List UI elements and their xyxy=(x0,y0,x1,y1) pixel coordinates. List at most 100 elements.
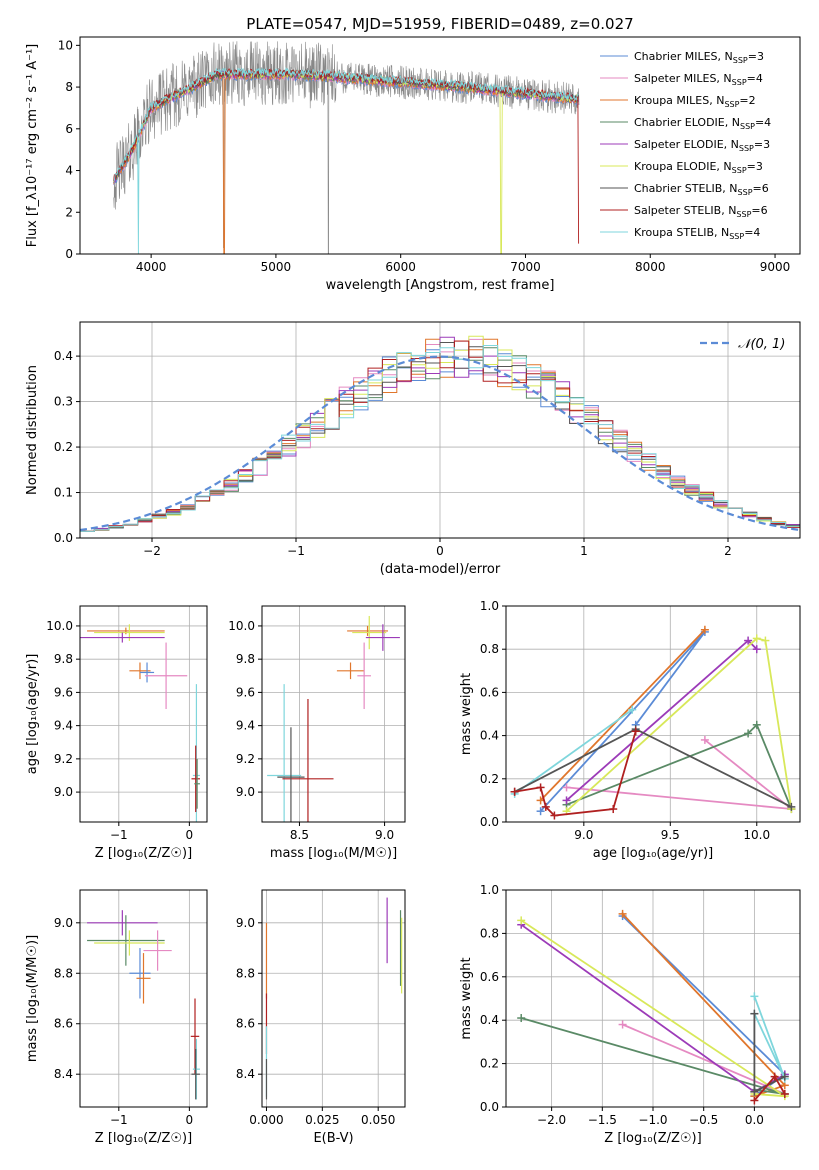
panel-2: −1 0 9.0 9.2 9.4 9.6 9.8 10.0 Z [log₁₀(Z/Z☉)] age… xyxy=(25,605,208,861)
model-spectrum-8 xyxy=(113,66,579,254)
weight-marker xyxy=(536,807,545,816)
y-tick-label: 2 xyxy=(65,205,73,219)
weight-marker xyxy=(536,783,545,792)
x-tick-label: 9000 xyxy=(760,260,791,274)
y-tick-label: 0.0 xyxy=(480,815,499,829)
y-tick-label: 0.1 xyxy=(54,486,73,500)
legend: 𝒩(0, 1) xyxy=(700,337,785,352)
error-bar-1 xyxy=(352,615,387,650)
weight-line-6 xyxy=(514,708,633,795)
legend: Chabrier MILES, NSSP=3 Salpeter MILES, NS… xyxy=(600,50,771,241)
y-tick-label: 0.2 xyxy=(480,772,499,786)
y-tick-label: 0.4 xyxy=(54,349,73,363)
weight-marker xyxy=(517,1014,526,1023)
y-tick-label: 8.6 xyxy=(236,1017,255,1031)
error-bar-2 xyxy=(80,632,165,643)
x-tick-label: 0 xyxy=(186,828,194,842)
y-tick-label: 8.6 xyxy=(54,1017,73,1031)
y-tick-label: 8.4 xyxy=(236,1067,255,1081)
weight-marker xyxy=(750,1096,759,1105)
axes-frame xyxy=(79,321,801,539)
error-bar-4 xyxy=(139,662,155,683)
y-tick-label: 10 xyxy=(58,38,73,52)
weight-marker xyxy=(510,787,519,796)
error-bar-5 xyxy=(136,953,151,1004)
y-tick-label: 0.3 xyxy=(54,395,73,409)
y-tick-label: 8.4 xyxy=(54,1067,73,1081)
x-axis-label: Z [log₁₀(Z/Z☉)] xyxy=(95,1131,192,1146)
weight-marker xyxy=(700,625,709,634)
y-axis-label: mass [log₁₀(M/M☉)] xyxy=(25,935,40,1062)
x-tick-label: 0.000 xyxy=(249,1113,283,1127)
x-tick-label: 8000 xyxy=(635,260,666,274)
legend-entry-7: Salpeter STELIB, NSSP=6 xyxy=(634,204,768,219)
weight-marker xyxy=(761,636,770,645)
x-axis-label: wavelength [Angstrom, rest frame] xyxy=(326,278,555,293)
error-bar-5 xyxy=(267,684,302,822)
panel-3: 8.5 9.0 9.0 9.2 9.4 9.6 9.8 10.0 mass [log₁₀(M/M… xyxy=(228,605,406,861)
axes-frame xyxy=(79,889,208,1108)
y-axis-label: Normed distribution xyxy=(25,365,40,495)
y-tick-label: 0.4 xyxy=(480,1013,499,1027)
panel-1: −2 −1 0 1 2 0.0 0.1 0.2 0.3 0.4 (data-model)/error… xyxy=(25,321,801,577)
panel-7: −2.0 −1.5 −1.0 −0.5 0.0 0.0 0.2 0.4 0.6 0.8 1.0 Z [… xyxy=(459,883,801,1146)
y-tick-label: 0.0 xyxy=(480,1100,499,1114)
y-axis-label: mass weight xyxy=(459,673,474,755)
y-tick-label: 0.4 xyxy=(480,729,499,743)
weight-marker xyxy=(750,992,759,1001)
weight-line-3 xyxy=(566,723,793,810)
error-bar-7 xyxy=(191,745,200,813)
y-tick-label: 10.0 xyxy=(46,619,73,633)
y-tick-label: 0.0 xyxy=(54,531,73,545)
y-tick-label: 9.0 xyxy=(54,916,73,930)
y-tick-label: 9.0 xyxy=(236,916,255,930)
x-tick-label: 2 xyxy=(724,544,732,558)
weight-marker xyxy=(752,645,761,654)
weight-marker xyxy=(744,636,753,645)
plot-area-7 xyxy=(506,890,800,1107)
weight-marker xyxy=(541,802,550,811)
x-tick-label: 0.050 xyxy=(361,1113,395,1127)
plot-area-5 xyxy=(80,890,207,1107)
x-tick-label: 9.5 xyxy=(661,828,680,842)
x-tick-label: 8.5 xyxy=(290,828,309,842)
plot-area-0 xyxy=(113,41,580,254)
y-tick-label: 9.8 xyxy=(54,652,73,666)
panel-4: 9.0 9.5 10.0 0.0 0.2 0.4 0.6 0.8 1.0 age [log₁₀(a… xyxy=(459,599,801,861)
y-tick-label: 9.2 xyxy=(236,752,255,766)
x-tick-label: −0.5 xyxy=(689,1113,718,1127)
weight-marker xyxy=(562,783,571,792)
legend-entry-2: Kroupa MILES, NSSP=2 xyxy=(634,94,756,109)
error-bar-0 xyxy=(87,627,165,635)
x-tick-label: −1 xyxy=(287,544,305,558)
x-tick-label: 0 xyxy=(186,1113,194,1127)
error-bar-4 xyxy=(129,948,151,999)
legend-entry-6: Chabrier STELIB, NSSP=6 xyxy=(634,182,769,197)
y-tick-label: 9.2 xyxy=(54,752,73,766)
legend-entry-1: Salpeter MILES, NSSP=4 xyxy=(634,72,763,87)
x-tick-label: 5000 xyxy=(261,260,292,274)
y-tick-label: 0.2 xyxy=(480,1057,499,1071)
plot-area-2 xyxy=(80,606,207,822)
x-tick-label: 4000 xyxy=(136,260,167,274)
error-bar-6 xyxy=(190,998,200,1075)
y-axis-label: age [log₁₀(age/yr)] xyxy=(25,654,40,775)
axes-frame xyxy=(79,36,801,255)
weight-marker xyxy=(631,727,640,736)
x-tick-label: 7000 xyxy=(510,260,541,274)
error-bar-1 xyxy=(87,915,165,966)
weight-marker xyxy=(744,729,753,738)
weight-line-5 xyxy=(565,637,793,812)
x-axis-label: Z [log₁₀(Z/Z☉)] xyxy=(95,846,192,861)
weight-line-6 xyxy=(753,995,786,1080)
x-tick-label: −1 xyxy=(110,1113,128,1127)
y-tick-label: 9.4 xyxy=(236,719,255,733)
error-bar-3 xyxy=(336,662,365,680)
normal-curve xyxy=(80,355,800,532)
error-bar-5 xyxy=(144,642,188,710)
y-tick-label: 0.2 xyxy=(54,440,73,454)
error-bar-8 xyxy=(191,1048,200,1100)
observed-spectrum xyxy=(113,41,580,254)
y-tick-label: 8.8 xyxy=(54,966,73,980)
x-tick-label: 6000 xyxy=(385,260,416,274)
